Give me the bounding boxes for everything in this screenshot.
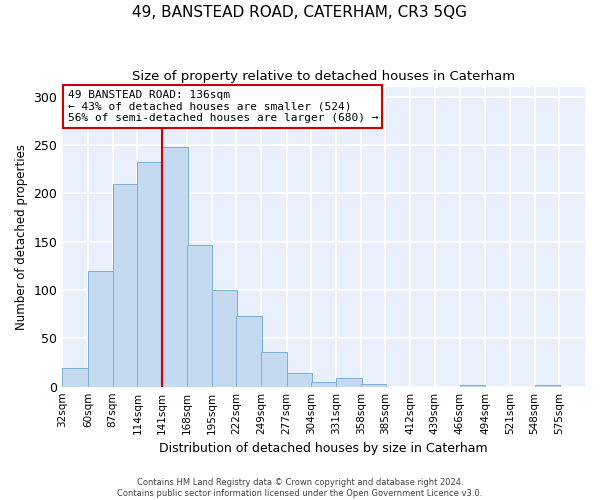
Bar: [88, 270, 113, 386]
Bar: [336, 378, 362, 386]
Bar: [113, 184, 138, 386]
Bar: [287, 373, 312, 386]
Text: 49, BANSTEAD ROAD, CATERHAM, CR3 5QG: 49, BANSTEAD ROAD, CATERHAM, CR3 5QG: [133, 5, 467, 20]
Bar: [535, 384, 560, 386]
Bar: [311, 382, 337, 386]
Text: 49 BANSTEAD ROAD: 136sqm
← 43% of detached houses are smaller (524)
56% of semi-: 49 BANSTEAD ROAD: 136sqm ← 43% of detach…: [68, 90, 378, 123]
Bar: [62, 368, 88, 386]
Bar: [261, 352, 287, 386]
Text: Contains HM Land Registry data © Crown copyright and database right 2024.
Contai: Contains HM Land Registry data © Crown c…: [118, 478, 482, 498]
Bar: [361, 384, 386, 386]
Bar: [187, 244, 212, 386]
Bar: [236, 316, 262, 386]
Y-axis label: Number of detached properties: Number of detached properties: [15, 144, 28, 330]
Bar: [162, 147, 188, 386]
Bar: [137, 162, 163, 386]
Bar: [212, 290, 237, 386]
Bar: [460, 384, 485, 386]
Title: Size of property relative to detached houses in Caterham: Size of property relative to detached ho…: [132, 70, 515, 83]
X-axis label: Distribution of detached houses by size in Caterham: Distribution of detached houses by size …: [160, 442, 488, 455]
